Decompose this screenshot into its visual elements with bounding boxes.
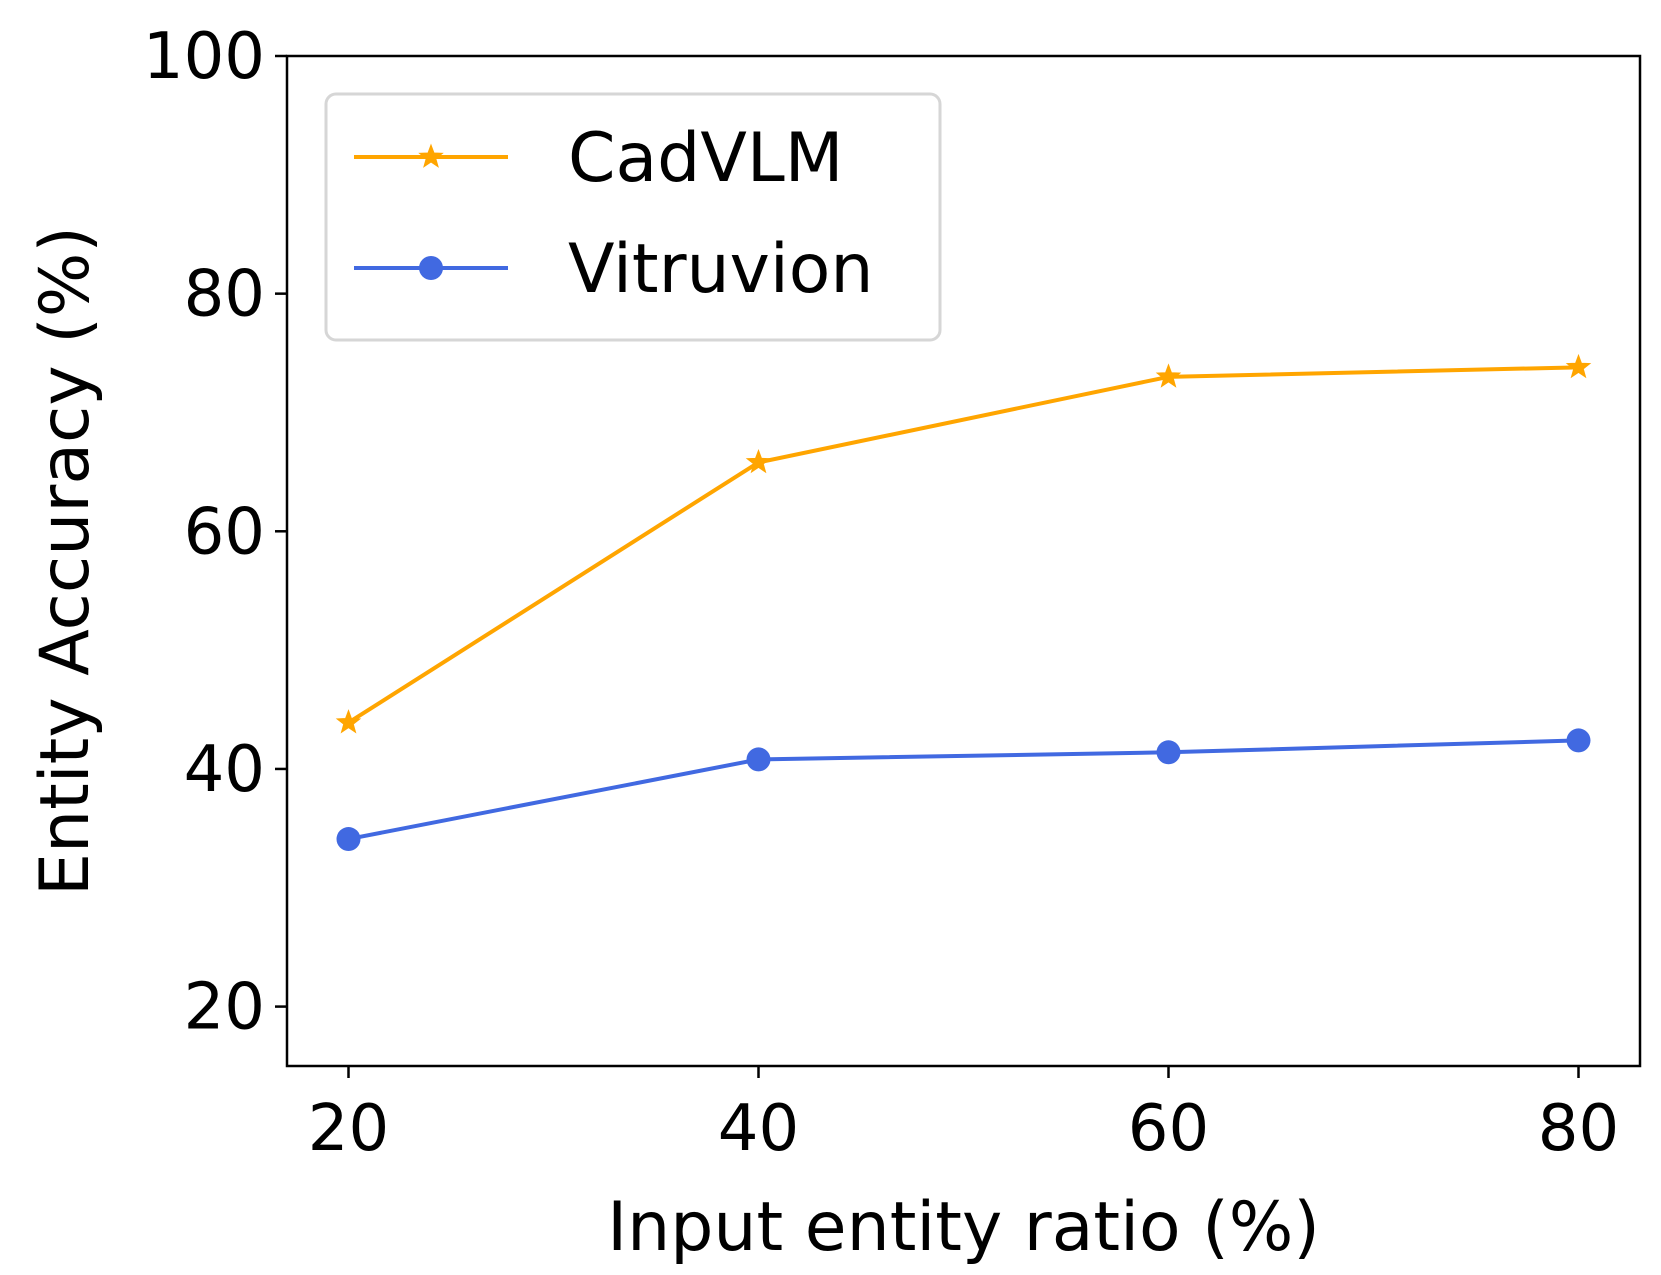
- cadvlm-point: [1565, 353, 1592, 379]
- y-tick-label: 40: [184, 733, 265, 807]
- cadvlm-point: [335, 709, 362, 734]
- y-tick-label: 20: [184, 971, 265, 1045]
- plot-frame: [285, 54, 1642, 1068]
- x-tick-label: 60: [1128, 1092, 1209, 1166]
- cadvlm-legend-label: CadVLM: [568, 119, 843, 198]
- x-tick-label: 20: [308, 1092, 389, 1166]
- vitruvion-point: [1156, 740, 1181, 765]
- series-vitruvion: [336, 728, 1591, 852]
- y-tick-label: 100: [143, 20, 265, 94]
- vitruvion-point: [1566, 728, 1591, 753]
- x-axis: 20 40 60 80: [308, 1066, 1619, 1166]
- y-axis: 20 40 60 80 100: [143, 20, 287, 1045]
- y-tick-label: 60: [184, 495, 265, 569]
- cadvlm-point: [1155, 363, 1182, 388]
- cadvlm-legend-marker: [418, 143, 444, 168]
- vitruvion-point: [336, 827, 361, 852]
- vitruvion-point: [746, 747, 771, 772]
- y-tick-label: 80: [184, 258, 265, 332]
- y-axis-label: Entity Accuracy (%): [26, 226, 105, 896]
- vitruvion-legend-label: Vitruvion: [568, 230, 873, 309]
- cadvlm-point: [745, 448, 772, 474]
- vitruvion-line: [348, 738, 1579, 842]
- x-tick-label: 80: [1538, 1092, 1619, 1166]
- x-axis-label: Input entity ratio (%): [607, 1188, 1320, 1267]
- plot-area: [285, 54, 1642, 1068]
- cadvlm-line: [347, 365, 1579, 725]
- x-tick-label: 40: [718, 1092, 799, 1166]
- vitruvion-legend-marker: [419, 256, 443, 280]
- legend-item-vitruvion: Vitruvion: [354, 230, 873, 309]
- series-layer: [335, 353, 1592, 852]
- legend: CadVLM Vitruvion: [324, 92, 942, 342]
- legend-item-cadvlm: CadVLM: [354, 119, 843, 198]
- series-cadvlm: [335, 353, 1592, 734]
